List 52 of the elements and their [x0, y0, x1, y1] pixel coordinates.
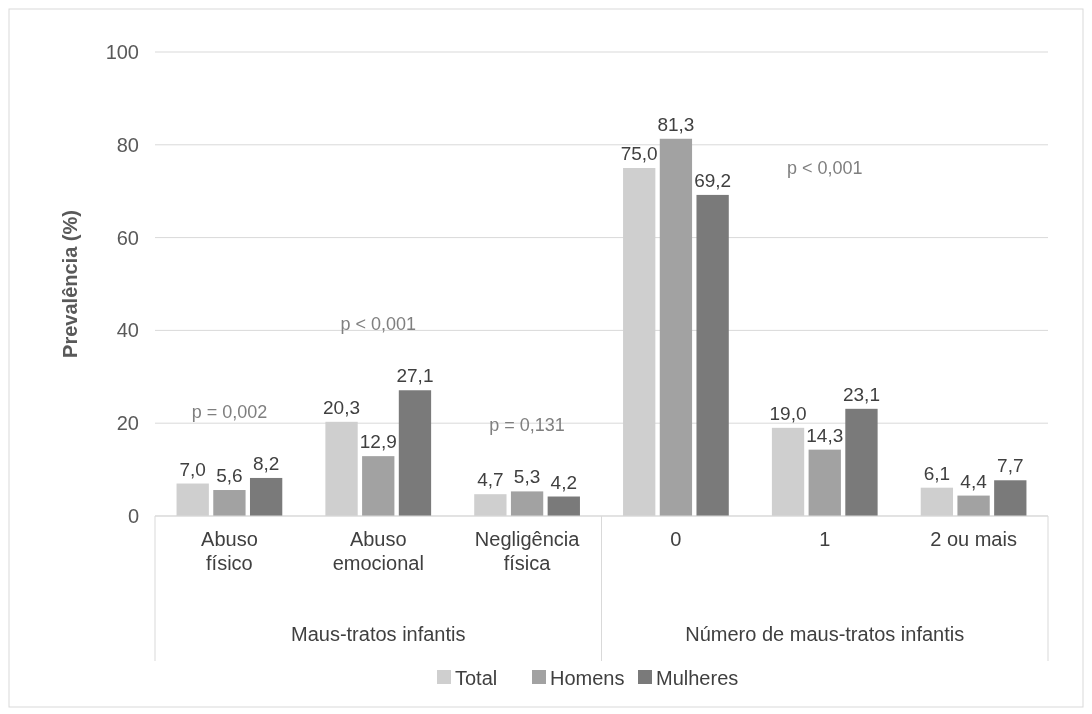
- data-label: 12,9: [359, 431, 397, 453]
- data-label: 23,1: [842, 383, 880, 405]
- x-tick-label: 0: [670, 528, 682, 550]
- bar: [547, 496, 580, 516]
- data-label: 4,4: [960, 470, 988, 492]
- annotation: p < 0,001: [786, 158, 863, 178]
- bar: [659, 138, 693, 516]
- y-tick-label: 80: [116, 133, 139, 156]
- text: Número de maus-tratos infantis: [685, 623, 965, 645]
- data-label: 81,3: [657, 113, 695, 135]
- x-tick-label: Abuso físico: [201, 528, 258, 574]
- data-label: 20,3: [323, 396, 361, 418]
- annotation: p = 0,131: [489, 415, 565, 436]
- bar: [362, 456, 395, 516]
- bar: [845, 408, 878, 516]
- data-label: 5,6: [216, 465, 243, 487]
- annotation: p = 0,002: [191, 401, 268, 422]
- y-tick-label: 100: [105, 41, 139, 63]
- x-tick-label: 1: [819, 528, 831, 550]
- legend-label: Total: [455, 667, 498, 689]
- bar: [249, 477, 283, 516]
- data-label: 14,3: [806, 424, 844, 446]
- data-label: 4,7: [477, 469, 504, 491]
- bar: [957, 495, 990, 516]
- x-tick-label: Abuso emocional: [332, 528, 424, 574]
- legend-label: Homens: [550, 667, 625, 689]
- data-label: 4,2: [550, 471, 578, 493]
- y-tick-label: 40: [116, 319, 139, 342]
- data-label: 75,0: [620, 143, 658, 164]
- legend-label: Mulheres: [656, 667, 739, 689]
- data-label: 19,0: [769, 402, 807, 424]
- data-label: 7,7: [997, 455, 1024, 477]
- bar: [994, 480, 1027, 516]
- data-label: 8,2: [252, 452, 280, 474]
- bar: [213, 490, 246, 516]
- y-tick-label: 0: [127, 505, 139, 527]
- data-label: 5,3: [513, 466, 541, 488]
- x-tick-label: Negligência física: [474, 528, 581, 574]
- bar: [696, 194, 729, 516]
- y-axis-title: Prevalência (%): [59, 210, 81, 358]
- y-tick-label: 20: [116, 412, 139, 435]
- text: Maus-tratos infantis: [290, 623, 466, 645]
- bar: [398, 390, 432, 516]
- bar: [808, 449, 841, 516]
- annotation: p < 0,001: [340, 314, 417, 335]
- data-label: 7,0: [179, 458, 206, 480]
- data-label: 6,1: [923, 462, 951, 484]
- bar: [510, 491, 544, 516]
- data-label: 27,1: [396, 365, 434, 387]
- data-label: 69,2: [694, 169, 732, 191]
- y-tick-label: 60: [116, 226, 139, 249]
- x-tick-label: 2 ou mais: [930, 528, 1017, 550]
